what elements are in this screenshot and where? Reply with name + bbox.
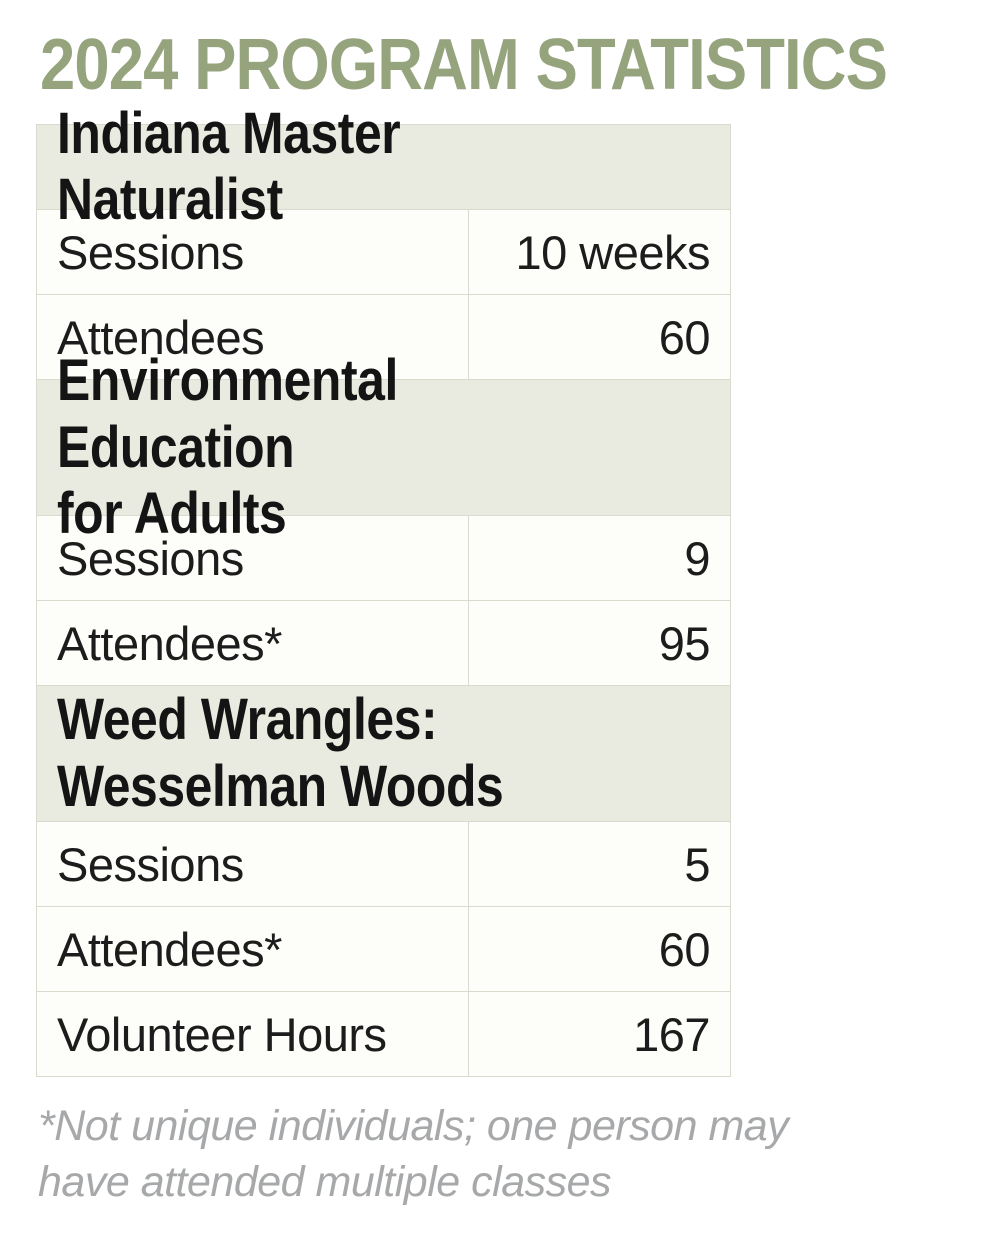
row-value: 10 weeks <box>515 225 710 279</box>
section-header-weed-wrangles: Weed Wrangles: Wesselman Woods <box>37 685 730 822</box>
table-row: Attendees* 95 <box>37 600 730 686</box>
page: 2024 PROGRAM STATISTICS Indiana Master N… <box>0 22 982 1244</box>
section-title: Indiana Master Naturalist <box>57 100 401 233</box>
row-label: Attendees* <box>37 601 469 686</box>
row-label: Attendees <box>37 295 469 380</box>
row-label: Sessions <box>37 822 469 907</box>
footnote: *Not unique individuals; one person may … <box>38 1102 789 1207</box>
row-label: Sessions <box>37 210 469 295</box>
row-value: 5 <box>684 837 710 891</box>
table-row: Sessions 10 weeks <box>37 209 730 295</box>
section-title: Environmental Education for Adults <box>57 347 398 547</box>
row-value: 60 <box>658 922 711 976</box>
page-title: 2024 PROGRAM STATISTICS <box>40 25 888 105</box>
row-value: 95 <box>658 616 711 670</box>
row-label: Attendees* <box>37 907 469 992</box>
section-header-environmental-education: Environmental Education for Adults <box>37 348 730 546</box>
table-row: Sessions 9 <box>37 515 730 601</box>
section-title: Weed Wrangles: Wesselman Woods <box>57 687 504 819</box>
section-header-indiana-master-naturalist: Indiana Master Naturalist <box>37 101 730 232</box>
row-value: 60 <box>658 310 711 364</box>
row-value: 9 <box>684 531 710 585</box>
table-row: Sessions 5 <box>37 821 730 907</box>
program-statistics-table: Indiana Master Naturalist Sessions 10 we… <box>36 101 731 1078</box>
table-row: Attendees* 60 <box>37 906 730 992</box>
table-row: Volunteer Hours 167 <box>37 991 730 1077</box>
row-value: 167 <box>633 1007 710 1061</box>
row-label: Sessions <box>37 516 469 601</box>
table-row: Attendees 60 <box>37 294 730 380</box>
row-label: Volunteer Hours <box>37 992 469 1077</box>
